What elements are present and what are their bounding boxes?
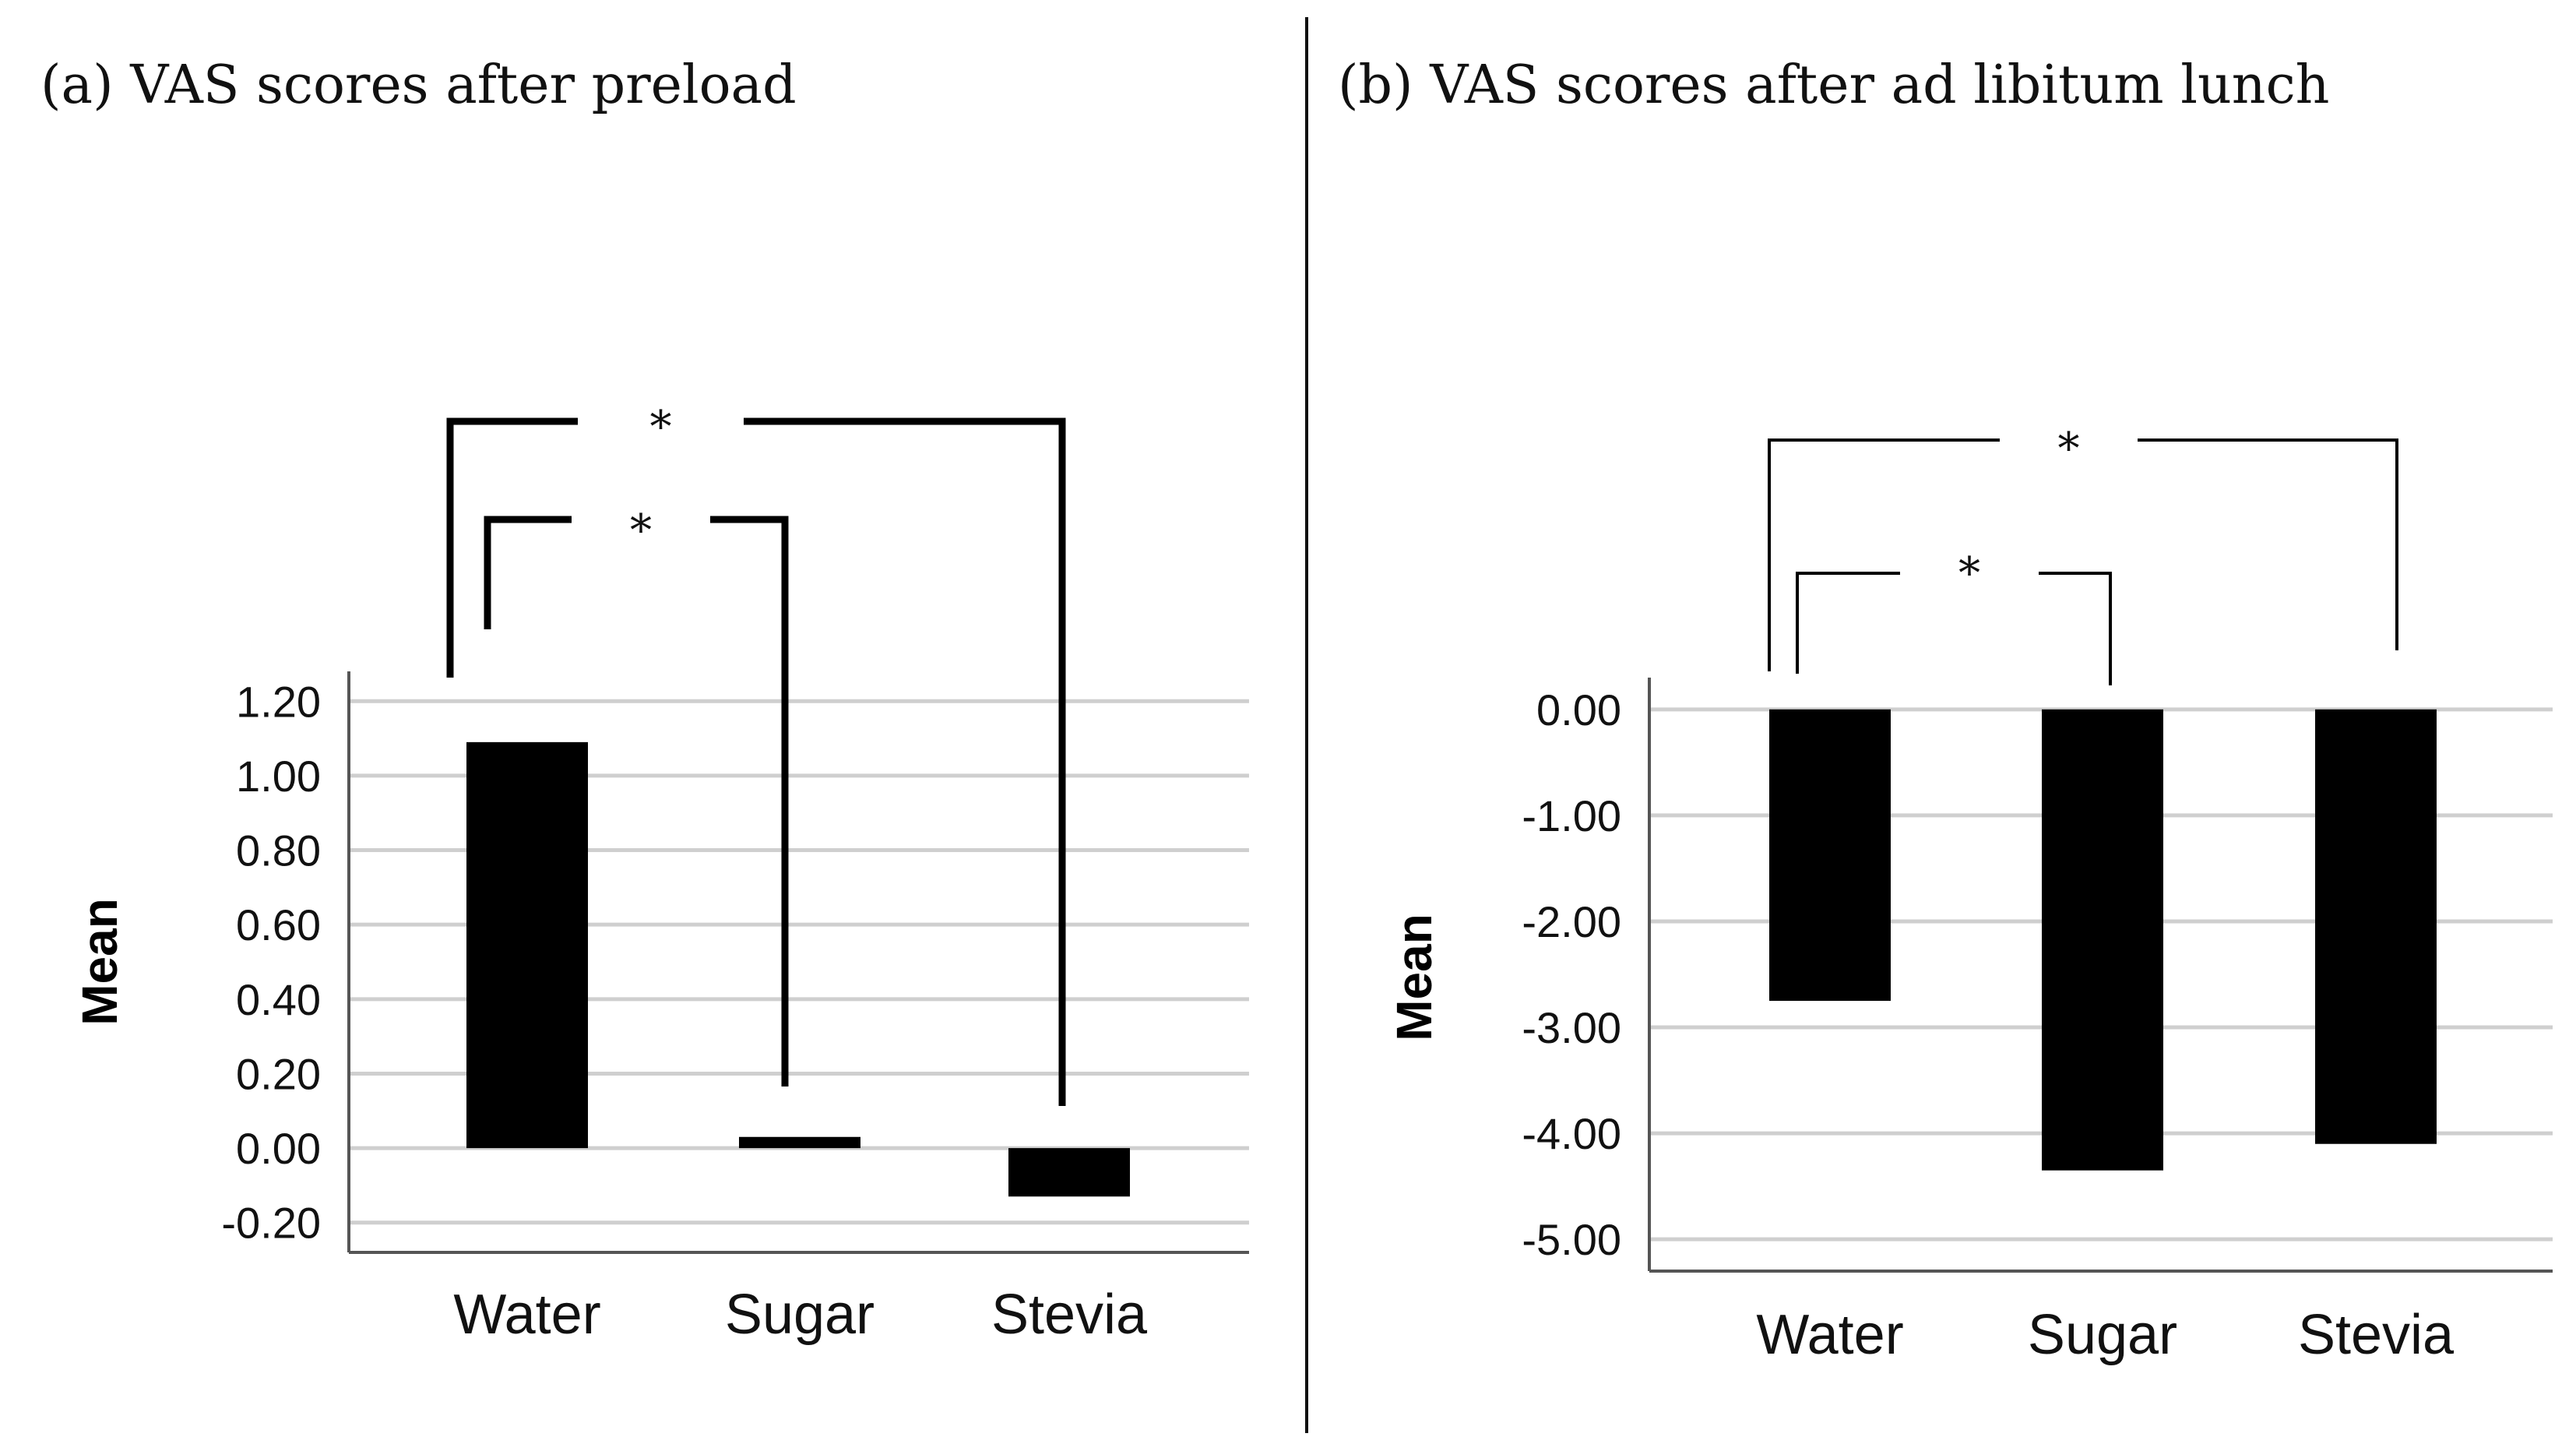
y-tick-label: -4.00	[1522, 1109, 1621, 1158]
y-tick-label: 1.00	[236, 752, 321, 801]
bracket-left-segment	[446, 417, 578, 678]
bracket-right-segment	[710, 516, 789, 1086]
x-tick-label: Water	[453, 1284, 600, 1346]
panel-b: (b) VAS scores after ad libitum lunch 0.0…	[1338, 55, 2553, 1366]
y-tick-label: -3.00	[1522, 1003, 1621, 1052]
x-tick-label: Water	[1756, 1304, 1903, 1366]
chart-title: (a) VAS scores after preload	[40, 55, 797, 116]
y-tick-label: 0.80	[236, 826, 321, 875]
bar-water	[1769, 709, 1891, 1002]
significance-asterisk: *	[650, 402, 672, 453]
y-tick-label: 0.40	[236, 975, 321, 1024]
significance-bracket	[1768, 438, 2398, 671]
significance-asterisk: *	[630, 505, 652, 556]
x-tick-label: Stevia	[991, 1284, 1148, 1346]
x-tick-label: Stevia	[2298, 1304, 2455, 1366]
bracket-right-segment	[2039, 572, 2112, 685]
y-tick-label: -1.00	[1522, 791, 1621, 840]
chart-title: (b) VAS scores after ad libitum lunch	[1338, 55, 2329, 116]
significance-bracket	[484, 516, 789, 1086]
bar-sugar	[2042, 709, 2163, 1171]
bar-water	[466, 741, 588, 1149]
bracket-right-segment	[2138, 438, 2398, 650]
y-tick-label: 0.20	[236, 1049, 321, 1098]
significance-asterisk: *	[2058, 424, 2080, 474]
bracket-left-segment	[1768, 438, 2000, 671]
x-tick-label: Sugar	[725, 1284, 875, 1346]
x-tick-label: Sugar	[2028, 1304, 2177, 1366]
y-tick-label: -0.20	[221, 1199, 321, 1248]
y-axis-label: Mean	[1386, 914, 1442, 1041]
significance-asterisk: *	[1958, 548, 1980, 599]
y-tick-label: -2.00	[1522, 897, 1621, 946]
y-tick-label: 0.60	[236, 900, 321, 949]
significance-bracket	[446, 417, 1066, 1106]
bracket-right-segment	[744, 417, 1066, 1106]
y-tick-label: -5.00	[1522, 1215, 1621, 1264]
y-axis-label: Mean	[72, 898, 128, 1026]
bar-stevia	[2315, 709, 2437, 1144]
y-tick-label: 0.00	[236, 1124, 321, 1173]
y-tick-label: 0.00	[1536, 685, 1621, 734]
bar-sugar	[739, 1136, 860, 1149]
significance-bracket	[1796, 572, 2112, 685]
y-tick-label: 1.20	[236, 677, 321, 726]
panel-a: (a) VAS scores after preload 1.20 1.00 0.80…	[40, 55, 1249, 1346]
bracket-left-segment	[484, 516, 572, 629]
bracket-left-segment	[1796, 572, 1900, 674]
bar-stevia	[1008, 1148, 1130, 1197]
